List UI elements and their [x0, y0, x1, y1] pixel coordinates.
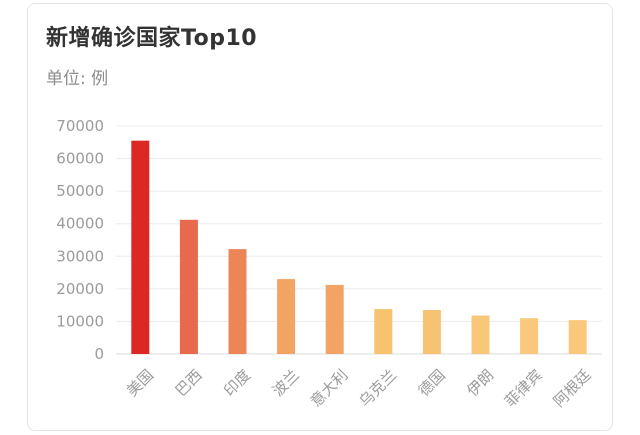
- y-tick-label: 30000: [56, 247, 104, 265]
- chart-title: 新增确诊国家Top10: [46, 26, 258, 51]
- x-axis: 美国 巴西 印度 波兰 意大利 乌克兰 德国 伊朗 菲律宾 阿根廷: [123, 366, 594, 411]
- x-tick-label: 伊朗: [463, 366, 497, 400]
- bar: [568, 320, 587, 354]
- y-tick-label: 10000: [56, 312, 104, 330]
- bar: [471, 315, 490, 354]
- x-tick-label: 印度: [220, 366, 254, 400]
- bar: [374, 309, 393, 354]
- bar: [131, 140, 150, 354]
- x-tick-label: 意大利: [307, 366, 352, 411]
- y-tick-label: 70000: [56, 117, 104, 135]
- y-tick-label: 0: [94, 345, 104, 363]
- bar: [228, 249, 247, 354]
- y-tick-label: 20000: [56, 280, 104, 298]
- x-tick-label: 巴西: [172, 366, 206, 400]
- chart-card: [27, 3, 613, 431]
- x-tick-label: 阿根廷: [550, 366, 595, 411]
- bar: [277, 279, 296, 354]
- x-tick-label: 美国: [123, 366, 157, 400]
- bar: [325, 284, 344, 354]
- x-tick-label: 波兰: [269, 366, 303, 400]
- bar: [422, 310, 441, 354]
- x-tick-label: 乌克兰: [355, 366, 400, 411]
- x-tick-label: 德国: [415, 366, 449, 400]
- unit-label: 单位: 例: [46, 69, 109, 89]
- bar: [179, 219, 198, 354]
- bars: [131, 140, 587, 354]
- y-axis: 0 10000 20000 30000 40000 50000 60000 70000: [56, 117, 104, 363]
- x-tick-label: 菲律宾: [501, 366, 546, 411]
- y-tick-label: 60000: [56, 150, 104, 168]
- y-tick-label: 40000: [56, 215, 104, 233]
- y-tick-label: 50000: [56, 182, 104, 200]
- bar: [520, 318, 539, 354]
